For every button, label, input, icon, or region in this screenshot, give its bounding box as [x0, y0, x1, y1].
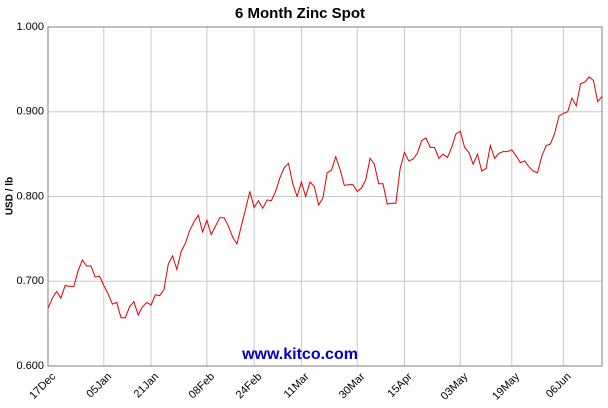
- x-tick-label: 19May: [490, 370, 522, 402]
- x-tick-label: 24Feb: [234, 371, 265, 402]
- x-tick-label: 08Feb: [187, 371, 218, 402]
- x-tick-label: 30Mar: [337, 370, 368, 401]
- line-series: [47, 76, 603, 319]
- y-axis-label: USD / lb: [5, 177, 16, 215]
- plot: [47, 76, 603, 319]
- x-tick-label: 05Jan: [84, 371, 114, 401]
- y-tick-label: 1.000: [16, 21, 44, 33]
- chart-title: 6 Month Zinc Spot: [235, 5, 365, 22]
- y-tick-label: 0.600: [16, 360, 44, 372]
- x-tick-label: 11Mar: [282, 370, 312, 400]
- x-tick-label: 17Dec: [27, 370, 58, 401]
- x-tick-label: 03May: [439, 370, 471, 402]
- x-tick-label: 15Apr: [385, 370, 414, 399]
- watermark: www.kitco.com: [241, 346, 358, 363]
- plot-border: [47, 26, 603, 367]
- x-tick-label: 21Jan: [132, 371, 162, 401]
- y-tick-label: 0.800: [16, 190, 44, 202]
- y-tick-label: 0.900: [16, 106, 44, 118]
- y-tick-label: 0.700: [16, 275, 44, 287]
- x-tick-label: 06Jun: [544, 371, 574, 401]
